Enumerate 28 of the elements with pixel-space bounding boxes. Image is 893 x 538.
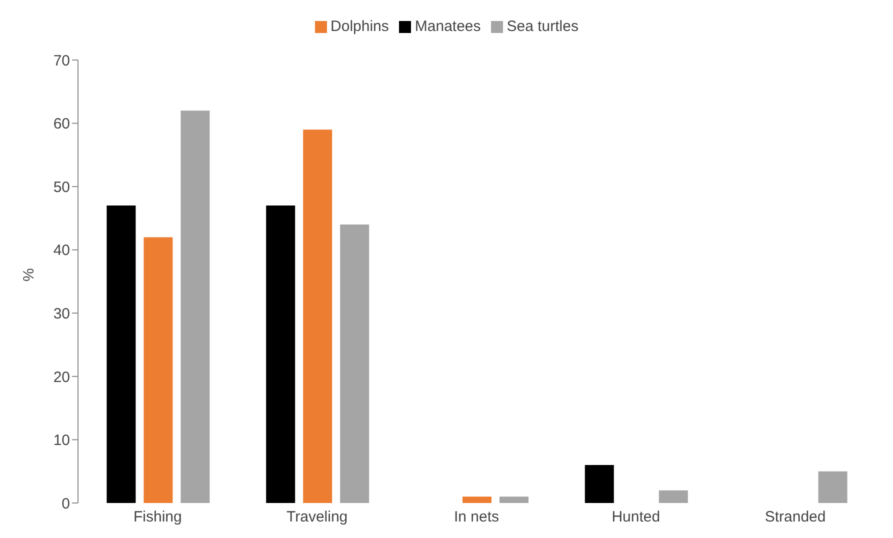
legend-label: Manatees	[414, 18, 481, 35]
x-tick-label: Traveling	[286, 508, 348, 526]
bar	[340, 224, 370, 503]
x-tick-label: In nets	[454, 508, 500, 526]
bar	[658, 490, 688, 503]
bar	[584, 465, 614, 503]
y-tick-label: 70	[53, 52, 70, 70]
bar	[462, 496, 492, 503]
y-axis-title: %	[20, 268, 38, 282]
bar	[818, 471, 848, 503]
bar	[499, 496, 528, 503]
bar	[303, 130, 332, 503]
legend-label: Sea turtles	[506, 18, 578, 35]
x-tick-label: Hunted	[612, 508, 660, 526]
y-tick-label: 0	[62, 495, 70, 512]
bar	[266, 206, 296, 503]
bar	[106, 206, 136, 503]
x-tick-label: Stranded	[764, 508, 826, 526]
legend-label: Dolphins	[330, 18, 389, 35]
bar	[180, 110, 210, 503]
bar	[144, 237, 173, 503]
x-tick-label: Fishing	[134, 508, 182, 526]
y-tick-label: 60	[53, 116, 70, 133]
y-tick-label: 20	[53, 368, 70, 386]
y-tick-label: 40	[53, 242, 70, 260]
y-tick-label: 10	[53, 432, 70, 450]
y-tick-label: 30	[53, 305, 70, 322]
y-tick-label: 50	[53, 178, 70, 196]
